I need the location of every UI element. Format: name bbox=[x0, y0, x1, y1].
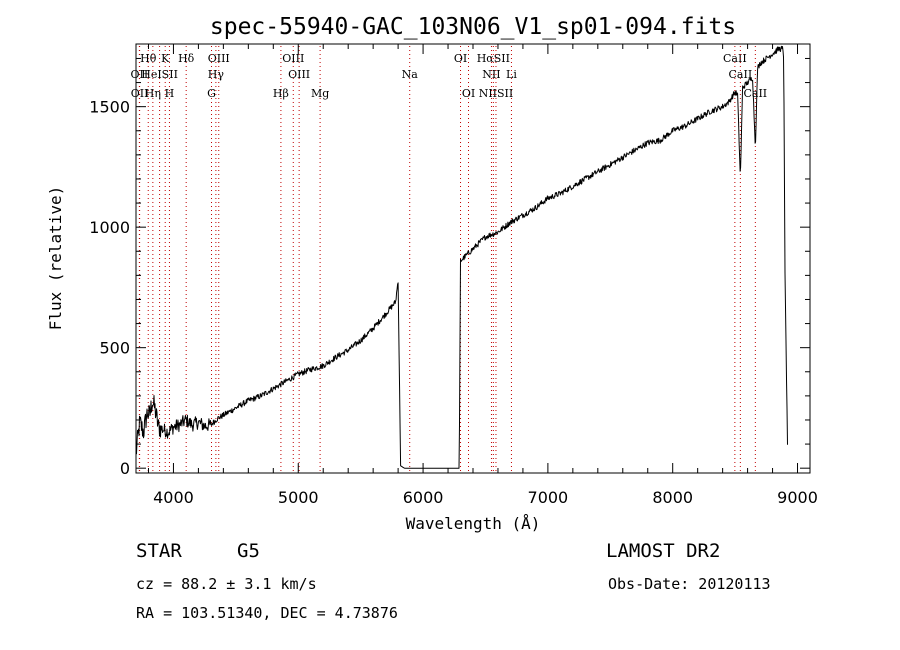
spectral-line-label: CaII bbox=[723, 52, 747, 65]
survey-name: LAMOST DR2 bbox=[606, 540, 721, 562]
x-axis-label: Wavelength (Å) bbox=[406, 514, 541, 533]
spectral-line-markers: Hθ K Hδ OIII OIII OI HαSII CaII OII HeISII Hγ OIII N… bbox=[131, 46, 767, 471]
object-subclass: G5 bbox=[237, 540, 260, 562]
coordinates-text: RA = 103.51340, DEC = 4.73876 bbox=[136, 604, 398, 622]
spectral-line-label: OII bbox=[131, 87, 149, 100]
y-tick-label: 1500 bbox=[89, 98, 130, 117]
spectral-line-label: G bbox=[207, 87, 216, 100]
spectral-line-label: Mg bbox=[311, 87, 329, 100]
spectrum-series bbox=[135, 45, 788, 469]
spectral-line-label: K bbox=[161, 52, 170, 65]
y-tick-label: 1000 bbox=[89, 218, 130, 237]
spectral-line-label: OIII bbox=[288, 68, 310, 81]
object-class: STAR bbox=[136, 540, 182, 562]
spectral-line-label: CaII bbox=[729, 68, 753, 81]
x-tick-label: 4000 bbox=[153, 488, 194, 507]
spectral-line-label: NII bbox=[482, 68, 500, 81]
spectral-line-label: Hβ bbox=[273, 87, 289, 100]
spectral-line-label: Hθ bbox=[140, 52, 157, 65]
x-tick-label: 6000 bbox=[403, 488, 444, 507]
spectral-line-label: Na bbox=[402, 68, 419, 81]
y-tick-label: 500 bbox=[99, 339, 130, 358]
x-tick-label: 7000 bbox=[528, 488, 569, 507]
x-tick-label: 5000 bbox=[278, 488, 319, 507]
spectral-line-label: Hγ bbox=[208, 68, 225, 81]
spectral-line-label: H bbox=[165, 87, 175, 100]
spectral-line-label: NIISII bbox=[479, 87, 514, 100]
obs-date-text: Obs-Date: 20120113 bbox=[608, 575, 771, 593]
spectral-line-label: Li bbox=[506, 68, 517, 81]
redshift-text: cz = 88.2 ± 3.1 km/s bbox=[136, 575, 317, 593]
axis-ticks: 4000 5000 6000 7000 8000 9000 0 500 1000 1500 bbox=[89, 44, 818, 507]
spectral-line-label: OI bbox=[462, 87, 475, 100]
spectral-line-label: Hδ bbox=[178, 52, 195, 65]
spectral-line-label: CaII bbox=[743, 87, 767, 100]
plot-frame bbox=[135, 43, 811, 474]
x-tick-label: 9000 bbox=[777, 488, 818, 507]
spectral-line-label: OI bbox=[454, 52, 467, 65]
spectral-line-label: HαSII bbox=[477, 52, 510, 65]
spectral-line-label: OIII bbox=[208, 52, 230, 65]
spectral-line-label: OIII bbox=[282, 52, 304, 65]
spectral-line-label: HeISII bbox=[141, 68, 178, 81]
spectrum-line bbox=[135, 45, 788, 469]
x-tick-label: 8000 bbox=[652, 488, 693, 507]
spectral-line-label: Hη bbox=[145, 87, 161, 100]
y-axis-label: Flux (relative) bbox=[46, 186, 65, 331]
y-tick-label: 0 bbox=[120, 459, 130, 478]
chart-title: spec-55940-GAC_103N06_V1_sp01-094.fits bbox=[210, 14, 736, 40]
